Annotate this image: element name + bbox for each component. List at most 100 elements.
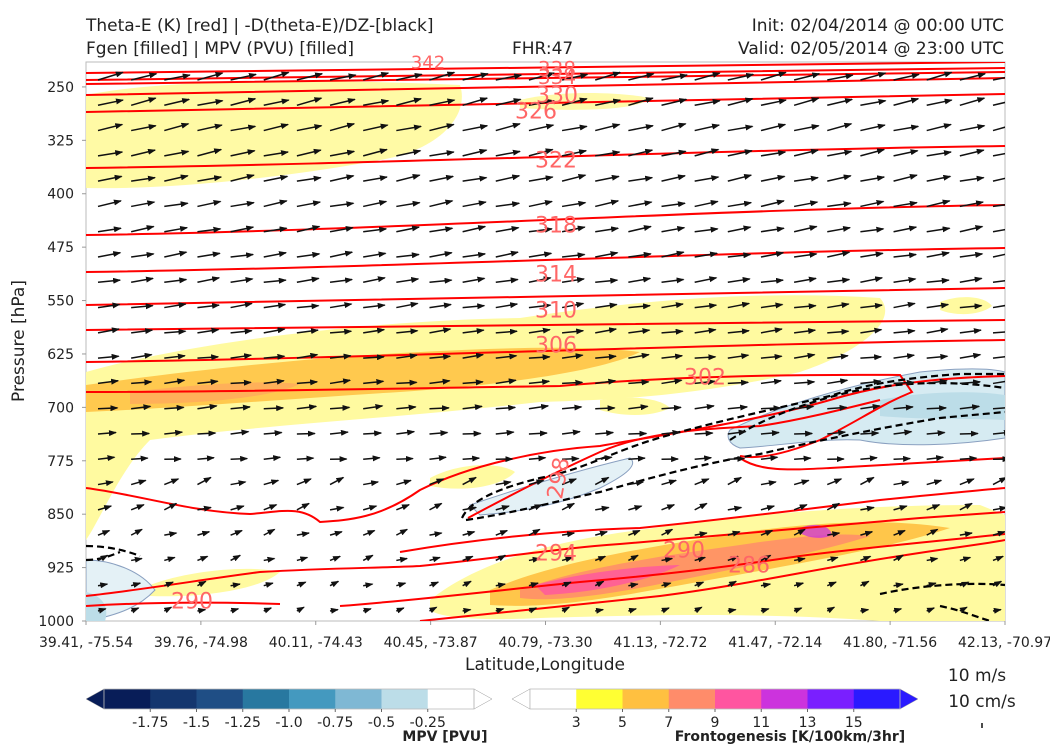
wind-vector	[329, 73, 357, 81]
wind-vector	[760, 98, 787, 107]
wind-vector	[694, 226, 719, 233]
wind-vector	[926, 430, 946, 437]
wind-vector	[794, 303, 817, 310]
wind-vector	[495, 149, 521, 157]
wind-vector	[595, 277, 619, 284]
wind-vector	[263, 327, 286, 334]
wind-vector	[197, 276, 221, 284]
y-tick-label: 850	[47, 507, 74, 523]
wind-vector	[694, 430, 714, 437]
wind-vector	[992, 280, 1005, 284]
theta-e-contour	[86, 373, 914, 459]
y-axis: 250 325 400 475 550 625 700 775 850 925 1000	[38, 80, 86, 630]
wind-vector	[628, 404, 649, 411]
wind-vector	[363, 199, 388, 208]
wind-vector	[164, 581, 174, 588]
wind-vector	[926, 607, 936, 614]
wind-vector	[727, 580, 738, 588]
mpv-colorbar-tick-label: -0.25	[410, 715, 446, 731]
fgen-colorbar-tick-label: 7	[664, 715, 673, 731]
wind-vector	[827, 353, 849, 360]
wind-vector	[263, 123, 289, 132]
wind-vector	[462, 505, 478, 512]
wind-vector	[827, 302, 850, 309]
wind-vector	[462, 580, 472, 588]
wind-vector	[760, 302, 784, 309]
wind-vector	[396, 556, 409, 563]
wind-vector	[296, 148, 322, 157]
wind-vector	[793, 352, 816, 359]
wind-vector	[230, 429, 250, 436]
wind-vector	[429, 353, 452, 360]
wind-vector	[528, 226, 553, 233]
wind-vector	[860, 199, 885, 208]
wind-vector	[992, 407, 1005, 410]
wind-vector	[727, 174, 753, 182]
wind-vector	[230, 301, 253, 309]
wind-vector	[131, 404, 152, 411]
wind-vector	[97, 582, 109, 589]
wind-vector	[595, 353, 617, 360]
wind-vector	[363, 123, 389, 132]
wind-vector	[131, 276, 154, 284]
mpv-colorbar-extend-high	[473, 688, 493, 710]
wind-vector	[860, 276, 884, 284]
wind-vector	[594, 476, 610, 486]
wind-vector	[595, 226, 620, 233]
wind-vector	[495, 607, 505, 614]
wind-vector	[860, 123, 886, 132]
wind-vector	[230, 328, 253, 335]
theta-e-contour	[399, 487, 1005, 553]
wind-vector	[760, 529, 774, 536]
theta-e-contour-label: 342	[411, 52, 445, 73]
wind-vector	[926, 251, 950, 258]
wind-vector	[495, 250, 519, 258]
wind-vector	[528, 528, 541, 536]
wind-vector	[959, 352, 982, 359]
theta-e-contour-label: 286	[728, 554, 770, 579]
wind-vector	[495, 174, 521, 182]
wind-vector	[362, 529, 376, 536]
wind-vector	[495, 277, 519, 284]
wind-vector	[793, 528, 806, 536]
wind-reference-vertical: 10 cm/s	[948, 692, 1016, 712]
wind-vector	[860, 226, 885, 233]
wind-vector	[727, 149, 753, 157]
wind-vector	[429, 378, 451, 385]
theta-e-contour-label: 330	[536, 84, 578, 109]
wind-vector	[131, 303, 154, 310]
wind-vector	[230, 379, 252, 386]
wind-vector	[462, 148, 488, 157]
wind-vector	[727, 328, 750, 335]
wind-vector	[561, 72, 589, 81]
wind-vector	[860, 505, 875, 512]
theta-e-contour-label: 290	[663, 539, 705, 564]
wind-vector	[230, 277, 254, 284]
wind-vector	[595, 405, 616, 412]
wind-vector	[826, 502, 841, 511]
wind-vector	[263, 479, 280, 486]
wind-vector	[959, 124, 986, 132]
theta-e-contour	[86, 247, 1005, 273]
wind-vector	[628, 200, 653, 208]
wind-vector	[396, 72, 423, 81]
wind-vector	[661, 302, 684, 309]
wind-vector	[827, 378, 849, 385]
wind-vector	[694, 581, 705, 588]
wind-vector	[628, 379, 650, 386]
y-tick-label: 1000	[38, 614, 74, 630]
wind-vector	[760, 327, 783, 334]
wind-vector	[164, 73, 191, 81]
wind-vector	[296, 276, 320, 284]
wind-vector	[97, 327, 120, 334]
wind-reference-horizontal: 10 m/s	[948, 666, 1006, 686]
wind-vector	[429, 327, 452, 334]
wind-vector	[827, 73, 854, 81]
wind-vector	[893, 529, 906, 536]
wind-vector	[661, 122, 687, 132]
wind-vector	[827, 429, 847, 436]
wind-vector	[363, 175, 388, 182]
wind-vector	[230, 149, 256, 157]
wind-vector	[860, 302, 883, 309]
wind-vector	[97, 505, 113, 511]
